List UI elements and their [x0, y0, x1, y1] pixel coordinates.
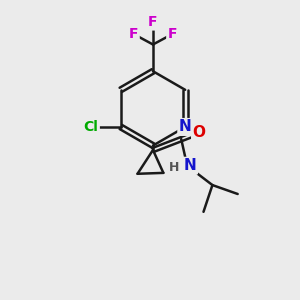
- Text: N: N: [184, 158, 196, 173]
- Text: H: H: [169, 161, 179, 174]
- Text: F: F: [148, 15, 158, 29]
- Text: O: O: [193, 125, 206, 140]
- Text: N: N: [179, 119, 191, 134]
- Text: Cl: Cl: [84, 120, 98, 134]
- Text: F: F: [129, 27, 138, 41]
- Text: F: F: [167, 27, 177, 41]
